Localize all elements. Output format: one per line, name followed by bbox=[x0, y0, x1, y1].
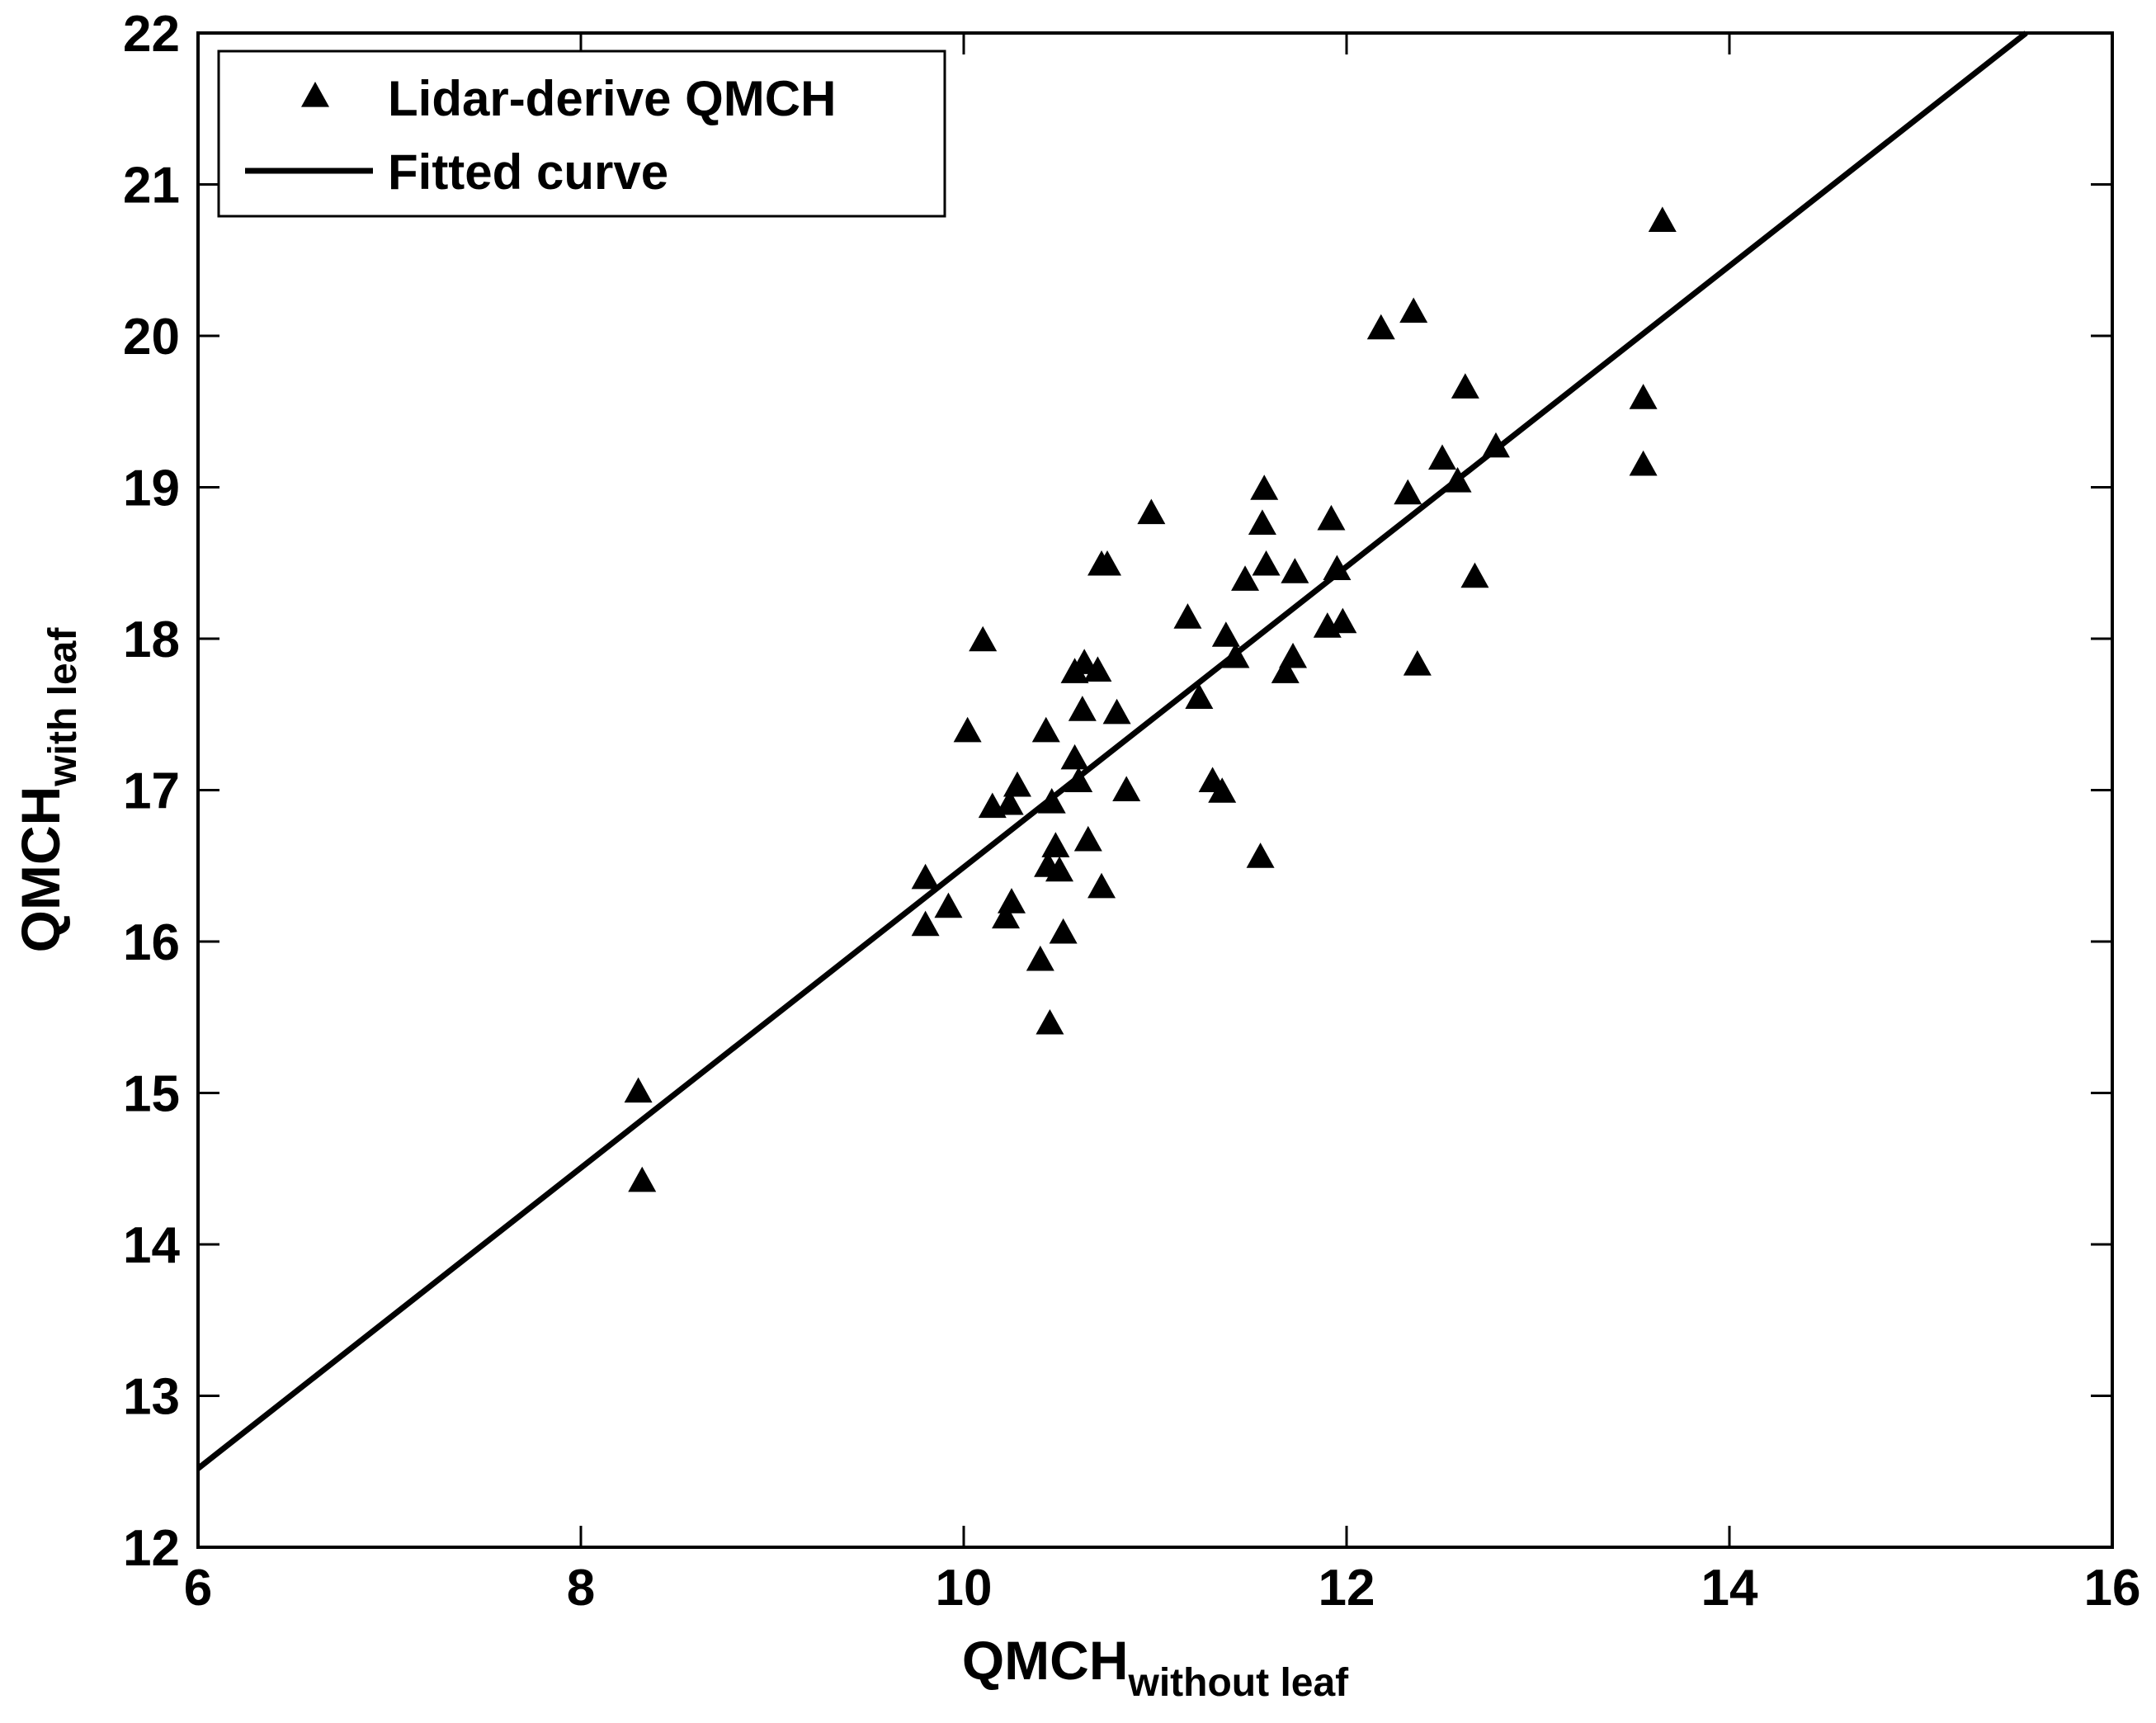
data-point-triangle bbox=[1087, 872, 1116, 899]
data-point-triangle bbox=[934, 892, 963, 918]
data-point-triangle bbox=[1060, 743, 1089, 770]
data-point-triangle bbox=[1248, 509, 1276, 536]
data-point-triangle bbox=[1045, 856, 1073, 882]
x-axis-label-subscript: without leaf bbox=[1128, 1661, 1350, 1705]
data-point-triangle bbox=[995, 789, 1024, 815]
data-point-triangle bbox=[1428, 444, 1456, 470]
data-point-triangle bbox=[1083, 656, 1112, 682]
data-point-triangle bbox=[953, 716, 982, 743]
data-point-triangle bbox=[998, 888, 1026, 913]
data-point-triangle bbox=[1064, 767, 1093, 792]
data-point-triangle bbox=[1037, 788, 1066, 814]
data-point-triangle bbox=[1185, 683, 1214, 710]
y-axis-label-subscript: with leaf bbox=[41, 627, 85, 787]
x-tick-label: 6 bbox=[184, 1560, 212, 1617]
data-point-triangle bbox=[1231, 565, 1260, 591]
data-point-triangle bbox=[1317, 504, 1346, 531]
data-point-triangle bbox=[624, 1077, 653, 1103]
legend-entry-fit: Fitted curve bbox=[388, 144, 668, 200]
y-axis-label-main: QMCH bbox=[10, 786, 71, 953]
legend-triangle-marker-icon bbox=[301, 82, 329, 107]
y-tick-label: 21 bbox=[123, 158, 180, 215]
data-point-triangle bbox=[1403, 650, 1432, 676]
data-point-triangle bbox=[1252, 550, 1281, 576]
x-tick-label: 12 bbox=[1319, 1560, 1375, 1617]
data-point-triangle bbox=[1073, 825, 1102, 852]
data-point-triangle bbox=[1394, 479, 1422, 505]
data-point-triangle bbox=[1460, 562, 1489, 588]
data-point-triangle bbox=[1629, 384, 1658, 409]
y-tick-label: 12 bbox=[123, 1520, 180, 1577]
y-tick-label: 16 bbox=[123, 914, 180, 971]
data-point-triangle bbox=[1281, 558, 1309, 583]
data-point-triangle bbox=[1068, 696, 1097, 721]
x-axis-label-main: QMCH bbox=[962, 1630, 1129, 1691]
x-axis-label: QMCHwithout leaf bbox=[962, 1630, 1349, 1705]
data-point-triangle bbox=[911, 910, 940, 937]
x-tick-label: 14 bbox=[1701, 1560, 1758, 1617]
data-point-triangle bbox=[1246, 843, 1275, 868]
data-point-triangle bbox=[1629, 450, 1658, 476]
y-tick-label: 19 bbox=[123, 460, 180, 517]
data-point-triangle bbox=[1366, 314, 1395, 340]
plot-area-frame bbox=[196, 31, 2114, 1549]
x-tick-label: 8 bbox=[567, 1560, 595, 1617]
data-point-triangle bbox=[1070, 649, 1099, 674]
data-point-triangle bbox=[1279, 642, 1308, 668]
x-tick-label: 16 bbox=[2084, 1560, 2141, 1617]
data-point-triangle bbox=[628, 1166, 657, 1192]
y-tick-label: 18 bbox=[123, 611, 180, 668]
data-point-triangle bbox=[1137, 498, 1166, 525]
x-tick-label: 10 bbox=[936, 1560, 993, 1617]
legend-entry-points: Lidar-derive QMCH bbox=[388, 71, 836, 126]
y-tick-label: 22 bbox=[123, 6, 180, 63]
data-point-triangle bbox=[1481, 432, 1510, 458]
data-point-triangle bbox=[1250, 474, 1279, 500]
y-axis-label: QMCHwith leaf bbox=[10, 627, 85, 953]
y-tick-label: 17 bbox=[123, 763, 180, 820]
data-point-triangle bbox=[1328, 607, 1357, 634]
data-point-triangle bbox=[1271, 658, 1300, 683]
data-point-triangle bbox=[911, 863, 940, 890]
y-tick-label: 13 bbox=[123, 1369, 180, 1426]
data-point-triangle bbox=[1049, 918, 1078, 944]
data-point-triangle bbox=[992, 903, 1021, 929]
data-point-triangle bbox=[1221, 642, 1250, 668]
data-point-triangle bbox=[1112, 776, 1141, 801]
data-point-triangle bbox=[1648, 206, 1677, 233]
data-point-triangle bbox=[1041, 832, 1070, 857]
data-point-triangle bbox=[1211, 621, 1240, 647]
data-point-triangle bbox=[1451, 373, 1479, 399]
data-point-triangle bbox=[1399, 297, 1428, 323]
data-point-triangle bbox=[1036, 1008, 1064, 1035]
legend: Lidar-derive QMCH Fitted curve bbox=[217, 50, 946, 218]
data-point-triangle bbox=[1173, 603, 1202, 629]
y-tick-label: 20 bbox=[123, 309, 180, 366]
data-point-triangle bbox=[969, 625, 998, 652]
data-point-triangle bbox=[1443, 467, 1472, 493]
y-tick-label: 14 bbox=[123, 1217, 180, 1274]
data-point-triangle bbox=[1003, 771, 1031, 797]
data-point-triangle bbox=[1102, 698, 1131, 725]
data-point-triangle bbox=[1208, 777, 1237, 803]
legend-box bbox=[217, 50, 946, 218]
fitted-curve-line bbox=[196, 31, 2028, 1471]
data-point-triangle bbox=[1031, 716, 1060, 743]
data-point-triangle bbox=[1093, 550, 1121, 576]
data-point-triangle bbox=[1026, 945, 1054, 971]
data-point-triangle bbox=[1323, 555, 1352, 581]
y-tick-label: 15 bbox=[123, 1066, 180, 1123]
